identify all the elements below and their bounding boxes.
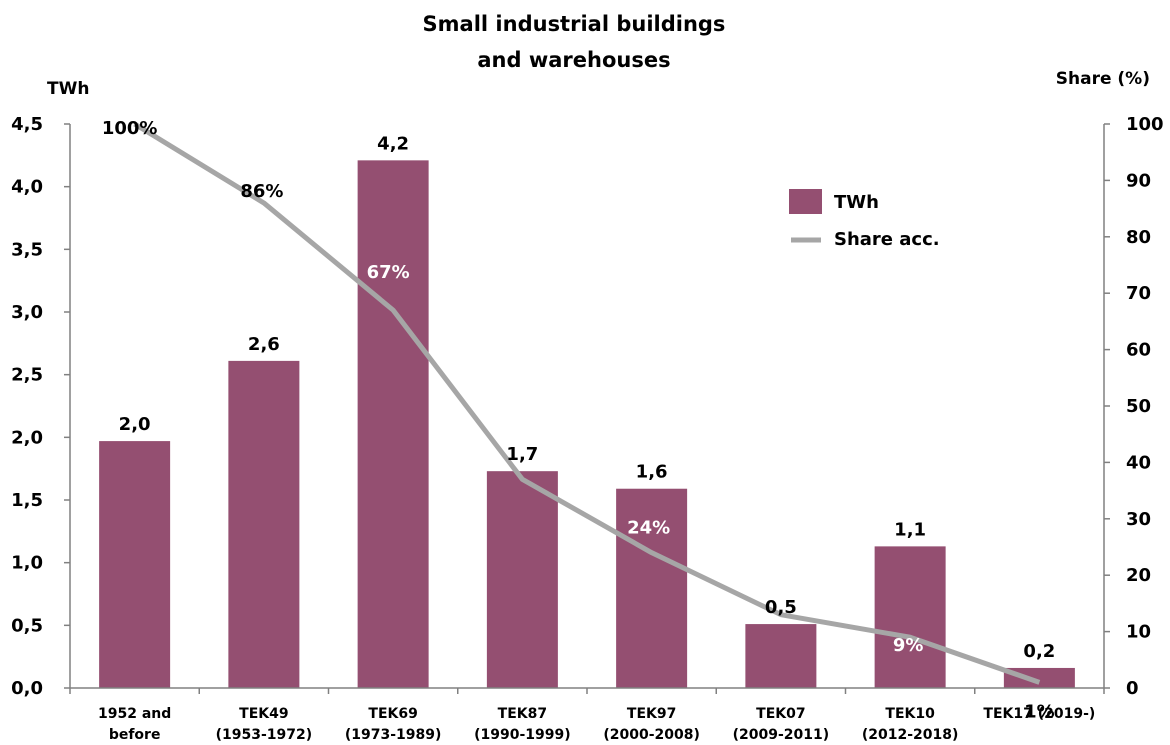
bar-value-label-0: 2,0 — [119, 414, 151, 435]
axes-group: 0,0 0,5 1,0 1,5 2,0 2,5 3,0 3,5 4,0 4,5 0 10 20 30 40 5… — [11, 114, 1163, 743]
bars-group — [99, 160, 1075, 688]
x-tick-label-2-0: TEK69 — [368, 706, 417, 722]
bar-value-label-1: 2,6 — [248, 334, 280, 355]
bar-value-label-6: 1,1 — [894, 519, 926, 540]
y-tick-label-8: 4,0 — [11, 177, 43, 198]
bar-1 — [228, 360, 300, 688]
y2-tick-label-0: 0 — [1126, 678, 1139, 699]
x-tick-label-7-0: TEK17 (2019-) — [983, 706, 1095, 722]
x-tick-label-4-0: TEK97 — [627, 706, 676, 722]
y2-axis-title: Share (%) — [1056, 69, 1150, 89]
bar-value-label-2: 4,2 — [377, 133, 409, 154]
y-tick-label-3: 1,5 — [11, 490, 43, 511]
y2-tick-label-8: 80 — [1126, 227, 1151, 248]
share-label-4: 24% — [627, 518, 670, 539]
x-tick-label-0-1: before — [109, 727, 161, 743]
bar-0 — [99, 441, 171, 688]
y2-tick-label-5: 50 — [1126, 396, 1151, 417]
y2-tick-label-10: 100 — [1126, 114, 1164, 135]
share-label-5: 13% — [758, 583, 801, 604]
bar-7 — [1003, 667, 1075, 688]
legend: TWh Share acc. — [789, 189, 940, 250]
legend-line-label: Share acc. — [834, 229, 940, 250]
y-tick-label-7: 3,5 — [11, 239, 43, 260]
y-tick-label-5: 2,5 — [11, 365, 43, 386]
x-tick-label-5-0: TEK07 — [756, 706, 805, 722]
x-tick-label-3-0: TEK87 — [498, 706, 547, 722]
y2-tick-label-6: 60 — [1126, 340, 1151, 361]
bar-value-label-7: 0,2 — [1023, 641, 1055, 662]
y-tick-label-4: 2,0 — [11, 427, 43, 448]
y-tick-label-1: 0,5 — [11, 615, 43, 636]
legend-bar-label: TWh — [834, 192, 879, 213]
share-acc-line — [133, 121, 1041, 685]
bar-5 — [745, 624, 817, 688]
bar-value-label-4: 1,6 — [636, 462, 668, 483]
y2-tick-label-7: 70 — [1126, 283, 1151, 304]
x-tick-label-3-1: (1990-1999) — [474, 727, 571, 743]
y-tick-label-0: 0,0 — [11, 678, 43, 699]
x-tick-label-5-1: (2009-2011) — [733, 727, 830, 743]
y-tick-label-9: 4,5 — [11, 114, 43, 135]
x-tick-label-2-1: (1973-1989) — [345, 727, 442, 743]
share-label-6: 9% — [893, 635, 924, 656]
y2-tick-label-9: 90 — [1126, 170, 1151, 191]
y2-tick-label-4: 40 — [1126, 452, 1151, 473]
x-tick-label-4-1: (2000-2008) — [603, 727, 700, 743]
bar-6 — [874, 546, 946, 688]
y-axis-title: TWh — [47, 79, 89, 99]
chart-title-line-2: and warehouses — [477, 48, 670, 72]
x-tick-label-1-0: TEK49 — [239, 706, 288, 722]
x-tick-label-1-1: (1953-1972) — [216, 727, 313, 743]
y-tick-label-2: 1,0 — [11, 553, 43, 574]
share-label-0: 100% — [102, 118, 158, 139]
share-label-7: 1% — [1024, 701, 1055, 722]
y2-tick-label-1: 10 — [1126, 622, 1151, 643]
y-tick-label-6: 3,0 — [11, 302, 43, 323]
bar-value-label-3: 1,7 — [506, 444, 538, 465]
x-tick-label-6-1: (2012-2018) — [862, 727, 959, 743]
bar-value-label-5: 0,5 — [765, 597, 797, 618]
share-label-2: 67% — [367, 262, 410, 283]
labels-group: 2,0 2,6 4,2 1,7 1,6 0,5 1,1 0,2 100% 86% 67% 37% 24%… — [102, 118, 1056, 722]
chart-title-line-1: Small industrial buildings — [423, 12, 726, 36]
bar-2 — [357, 160, 429, 688]
bar-3 — [486, 471, 558, 688]
legend-bar-swatch — [789, 189, 822, 214]
x-tick-label-0-0: 1952 and — [98, 706, 171, 722]
share-line-group — [133, 121, 1041, 685]
y2-tick-label-3: 30 — [1126, 509, 1151, 530]
bar-4 — [616, 488, 688, 688]
y2-tick-label-2: 20 — [1126, 565, 1151, 586]
share-label-3: 37% — [499, 427, 542, 448]
x-tick-label-6-0: TEK10 — [885, 706, 935, 722]
share-label-1: 86% — [240, 181, 283, 202]
